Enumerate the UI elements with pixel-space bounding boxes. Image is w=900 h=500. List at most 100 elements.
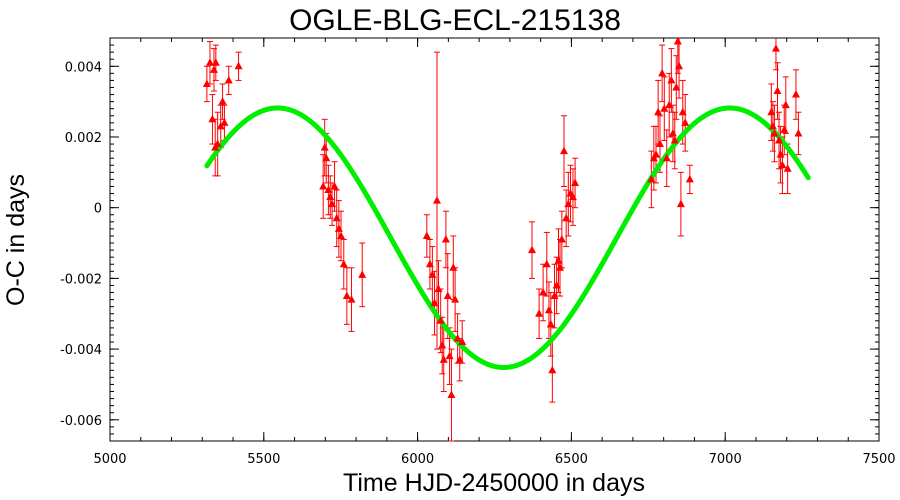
data-point: [662, 153, 671, 162]
y-tick-label: -0.004: [60, 343, 102, 358]
data-point: [438, 341, 447, 349]
data-point: [546, 319, 555, 328]
data-point: [447, 390, 456, 399]
data-point: [783, 164, 792, 172]
data-point: [651, 150, 660, 158]
data-point: [428, 270, 437, 278]
data-point: [422, 231, 431, 239]
data-point: [673, 37, 682, 45]
data-point: [205, 58, 214, 66]
data-point: [330, 181, 339, 190]
data-point: [324, 185, 333, 194]
data-point: [550, 291, 559, 300]
data-point: [432, 196, 441, 204]
data-point: [430, 298, 439, 307]
data-point: [776, 150, 785, 158]
data-point: [337, 231, 346, 239]
data-point: [342, 291, 351, 300]
data-point: [328, 199, 337, 208]
data-point: [441, 235, 450, 243]
data-point: [347, 295, 356, 303]
y-tick-label: 0: [94, 202, 102, 217]
data-point: [458, 337, 467, 346]
data-point: [571, 178, 580, 186]
data-point: [778, 160, 787, 169]
data-point: [425, 259, 434, 268]
x-tick-label: 5000: [93, 452, 126, 467]
data-point: [668, 128, 677, 137]
data-point: [445, 351, 454, 360]
x-tick-label: 6500: [555, 452, 588, 467]
fit-curve: [204, 105, 811, 370]
data-point: [564, 199, 573, 208]
errorbar-series: [203, 38, 802, 442]
data-point-series: [202, 37, 803, 399]
plot-area: [109, 37, 880, 442]
x-tick-labels: 5000 5500 6000 6500 7000 7500: [93, 452, 895, 467]
data-point: [794, 128, 803, 137]
data-point: [528, 245, 537, 254]
data-point: [568, 192, 577, 201]
data-point: [535, 309, 544, 317]
data-point: [672, 82, 681, 91]
data-point: [685, 174, 694, 183]
x-tick-label: 6000: [401, 452, 434, 467]
data-point: [224, 75, 233, 84]
data-point: [557, 235, 566, 243]
data-point: [670, 136, 679, 144]
data-point: [681, 118, 690, 126]
data-point: [334, 224, 343, 232]
data-point: [775, 136, 784, 144]
data-point: [676, 199, 685, 208]
data-point: [771, 44, 780, 52]
data-point: [667, 75, 676, 84]
data-point: [319, 181, 328, 190]
data-point: [436, 316, 445, 324]
data-point: [655, 139, 664, 148]
y-axis-label: O-C in days: [2, 174, 30, 306]
data-point: [443, 291, 452, 300]
data-point: [208, 114, 217, 123]
y-tick-label: -0.002: [60, 272, 102, 287]
y-tick-label: -0.006: [60, 414, 102, 429]
data-point: [213, 139, 222, 148]
data-point: [220, 118, 229, 126]
data-point: [548, 365, 557, 374]
data-point: [654, 107, 663, 116]
x-axis-label: Time HJD-2450000 in days: [343, 469, 645, 497]
x-tick-label: 5500: [247, 452, 280, 467]
data-point: [660, 104, 669, 112]
data-point: [675, 61, 684, 70]
minor-ticks: [109, 38, 880, 442]
data-point: [358, 270, 367, 278]
x-tick-label: 7500: [862, 452, 895, 467]
data-point: [339, 259, 348, 268]
data-point: [658, 68, 667, 77]
data-point: [780, 125, 789, 133]
data-point: [332, 213, 341, 222]
data-point: [211, 58, 220, 66]
data-point: [770, 128, 779, 137]
data-point: [218, 97, 227, 105]
y-tick-label: 0.004: [65, 60, 102, 75]
data-point: [322, 153, 331, 162]
data-point: [647, 174, 656, 183]
data-point: [556, 263, 565, 271]
data-point: [562, 213, 571, 222]
data-point: [234, 61, 243, 70]
data-point: [326, 192, 335, 201]
data-point: [202, 79, 211, 87]
plot-frame: [109, 37, 880, 442]
data-point: [455, 355, 464, 363]
data-point: [678, 107, 687, 116]
chart-title: OGLE-BLG-ECL-215138: [289, 4, 621, 37]
data-point: [209, 65, 218, 73]
data-point: [767, 107, 776, 116]
data-point: [554, 256, 563, 264]
data-point: [449, 263, 458, 271]
data-point: [320, 143, 329, 151]
y-tick-label: 0.002: [65, 131, 102, 146]
y-tick-labels: 0.004 0.002 0 -0.002 -0.004 -0.006: [60, 60, 102, 429]
data-point: [434, 284, 443, 292]
